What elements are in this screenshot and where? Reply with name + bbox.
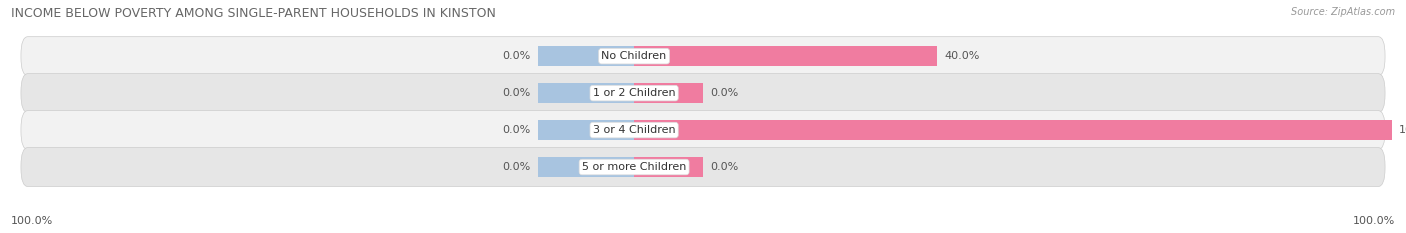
Bar xyxy=(634,120,703,140)
Text: 0.0%: 0.0% xyxy=(502,162,531,172)
Text: 100.0%: 100.0% xyxy=(1399,125,1406,135)
FancyBboxPatch shape xyxy=(21,111,1385,150)
Bar xyxy=(634,46,938,66)
FancyBboxPatch shape xyxy=(21,37,1385,76)
Bar xyxy=(634,83,703,103)
Text: 5 or more Children: 5 or more Children xyxy=(582,162,686,172)
Text: INCOME BELOW POVERTY AMONG SINGLE-PARENT HOUSEHOLDS IN KINSTON: INCOME BELOW POVERTY AMONG SINGLE-PARENT… xyxy=(11,7,496,20)
Bar xyxy=(537,120,634,140)
Bar xyxy=(537,83,634,103)
Bar xyxy=(537,46,634,66)
Text: 3 or 4 Children: 3 or 4 Children xyxy=(593,125,675,135)
Text: 0.0%: 0.0% xyxy=(710,88,738,98)
Text: 40.0%: 40.0% xyxy=(945,51,980,61)
FancyBboxPatch shape xyxy=(21,74,1385,113)
Text: No Children: No Children xyxy=(602,51,666,61)
Bar xyxy=(537,157,634,177)
Text: 0.0%: 0.0% xyxy=(502,125,531,135)
Text: 1 or 2 Children: 1 or 2 Children xyxy=(593,88,675,98)
Text: 0.0%: 0.0% xyxy=(502,51,531,61)
Bar xyxy=(634,46,703,66)
Text: Source: ZipAtlas.com: Source: ZipAtlas.com xyxy=(1291,7,1395,17)
Text: 100.0%: 100.0% xyxy=(11,216,53,226)
Text: 0.0%: 0.0% xyxy=(502,88,531,98)
Text: 100.0%: 100.0% xyxy=(1353,216,1395,226)
Bar xyxy=(634,120,1392,140)
Text: 0.0%: 0.0% xyxy=(710,162,738,172)
Bar xyxy=(634,157,703,177)
FancyBboxPatch shape xyxy=(21,147,1385,186)
